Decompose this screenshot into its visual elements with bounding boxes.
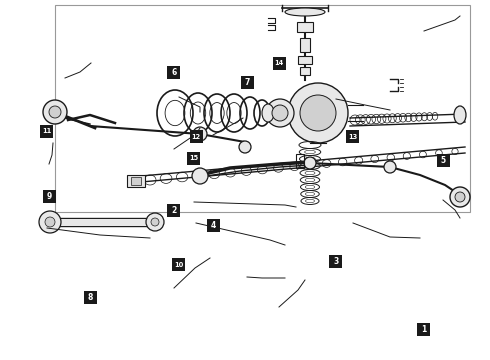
Text: 12: 12: [192, 134, 200, 140]
Circle shape: [49, 106, 61, 118]
Bar: [187, 152, 200, 165]
Circle shape: [239, 141, 251, 153]
Text: 2: 2: [172, 206, 176, 215]
Bar: [297, 22, 313, 32]
Bar: [172, 258, 185, 271]
Bar: [50, 218, 155, 226]
Circle shape: [151, 218, 159, 226]
Bar: [55, 5, 470, 212]
Bar: [346, 130, 359, 143]
Bar: [300, 38, 310, 52]
Text: 15: 15: [189, 156, 198, 161]
Text: 8: 8: [88, 292, 93, 302]
Text: 7: 7: [245, 78, 250, 87]
Circle shape: [192, 168, 208, 184]
Bar: [300, 67, 310, 75]
Circle shape: [43, 100, 67, 124]
Text: 1: 1: [421, 325, 426, 334]
Text: 13: 13: [348, 134, 357, 140]
Ellipse shape: [272, 105, 288, 121]
Text: 11: 11: [42, 129, 51, 134]
Bar: [127, 175, 145, 187]
Bar: [190, 130, 202, 143]
Circle shape: [304, 157, 316, 169]
Text: 5: 5: [441, 156, 446, 165]
Ellipse shape: [454, 106, 466, 124]
Circle shape: [146, 213, 164, 231]
Circle shape: [455, 192, 465, 202]
Bar: [84, 291, 97, 303]
Ellipse shape: [262, 104, 274, 122]
Bar: [273, 57, 286, 69]
Bar: [241, 76, 254, 89]
Ellipse shape: [266, 99, 294, 127]
Circle shape: [39, 211, 61, 233]
Text: 14: 14: [275, 60, 284, 66]
Bar: [329, 255, 342, 267]
Bar: [437, 154, 450, 167]
Bar: [43, 190, 55, 203]
Circle shape: [288, 83, 348, 143]
Circle shape: [300, 95, 336, 131]
Circle shape: [193, 127, 207, 141]
Text: 6: 6: [172, 68, 176, 77]
Circle shape: [384, 161, 396, 173]
Text: 10: 10: [174, 262, 183, 267]
Bar: [168, 66, 180, 78]
Bar: [207, 219, 220, 231]
Circle shape: [450, 187, 470, 207]
Text: 9: 9: [47, 192, 51, 201]
Bar: [417, 323, 430, 336]
Bar: [131, 177, 141, 185]
Text: 3: 3: [333, 256, 338, 266]
Ellipse shape: [285, 8, 325, 16]
Bar: [168, 204, 180, 217]
Bar: [296, 154, 304, 168]
Bar: [40, 125, 53, 138]
Text: 4: 4: [211, 220, 216, 230]
Bar: [298, 56, 312, 64]
Circle shape: [45, 217, 55, 227]
